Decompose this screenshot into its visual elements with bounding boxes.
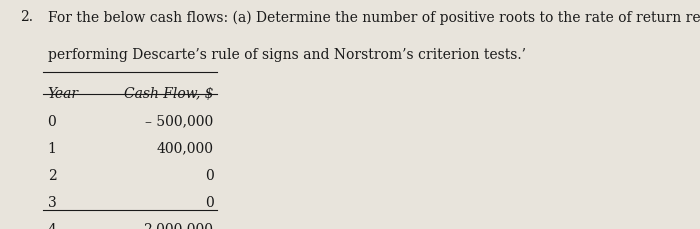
Text: 0: 0 — [204, 196, 214, 210]
Text: 400,000: 400,000 — [157, 142, 214, 155]
Text: performing Descarte’s rule of signs and Norstrom’s criterion tests.’: performing Descarte’s rule of signs and … — [48, 48, 526, 62]
Text: 2,000,000: 2,000,000 — [144, 223, 214, 229]
Text: 3: 3 — [48, 196, 56, 210]
Text: 2: 2 — [48, 169, 56, 183]
Text: For the below cash flows: (a) Determine the number of positive roots to the rate: For the below cash flows: (a) Determine … — [48, 10, 700, 25]
Text: 0: 0 — [48, 114, 56, 128]
Text: Cash Flow, $: Cash Flow, $ — [124, 87, 214, 101]
Text: – 500,000: – 500,000 — [146, 114, 214, 128]
Text: 4: 4 — [48, 223, 57, 229]
Text: 1: 1 — [48, 142, 57, 155]
Text: 2.: 2. — [20, 10, 33, 24]
Text: Year: Year — [48, 87, 78, 101]
Text: 0: 0 — [204, 169, 214, 183]
